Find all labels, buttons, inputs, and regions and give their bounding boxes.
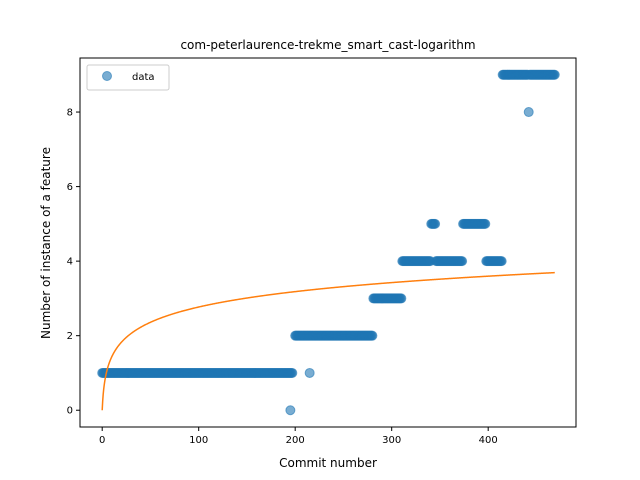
y-axis-label: Number of instance of a feature <box>39 147 53 339</box>
plot-frame <box>79 57 577 428</box>
y-tick-label: 6 <box>67 182 73 193</box>
data-point <box>523 107 534 118</box>
x-axis-label: Commit number <box>279 456 377 470</box>
fit-curve <box>101 271 555 411</box>
x-tick-label: 400 <box>479 435 498 446</box>
y-tick-label: 8 <box>67 108 73 119</box>
data-point <box>480 218 491 229</box>
chart-title: com-peterlaurence-trekme_smart_cast-loga… <box>180 38 475 52</box>
y-tick-label: 2 <box>67 331 73 342</box>
data-point <box>457 256 468 267</box>
legend: data <box>86 64 170 91</box>
data-point <box>396 293 407 304</box>
x-axis-ticks: 0 100 200 300 400 <box>99 427 498 446</box>
data-point <box>304 367 315 378</box>
x-tick-label: 300 <box>382 435 401 446</box>
data-point <box>285 405 296 416</box>
y-axis-ticks: 0 2 4 6 8 <box>67 108 80 417</box>
plot-area <box>97 69 560 416</box>
x-tick-label: 100 <box>189 435 208 446</box>
legend-box <box>86 64 170 91</box>
fit-layer <box>101 271 555 411</box>
data-point <box>367 330 378 341</box>
x-tick-label: 0 <box>99 435 105 446</box>
data-point <box>287 367 298 378</box>
data-point <box>496 256 507 267</box>
legend-label-data: data <box>132 72 155 83</box>
legend-marker-data <box>102 71 112 81</box>
data-point <box>430 218 441 229</box>
x-tick-label: 200 <box>286 435 305 446</box>
data-point <box>549 69 560 80</box>
y-tick-label: 0 <box>67 406 73 417</box>
y-tick-label: 4 <box>67 257 73 268</box>
data-marks <box>97 69 560 416</box>
